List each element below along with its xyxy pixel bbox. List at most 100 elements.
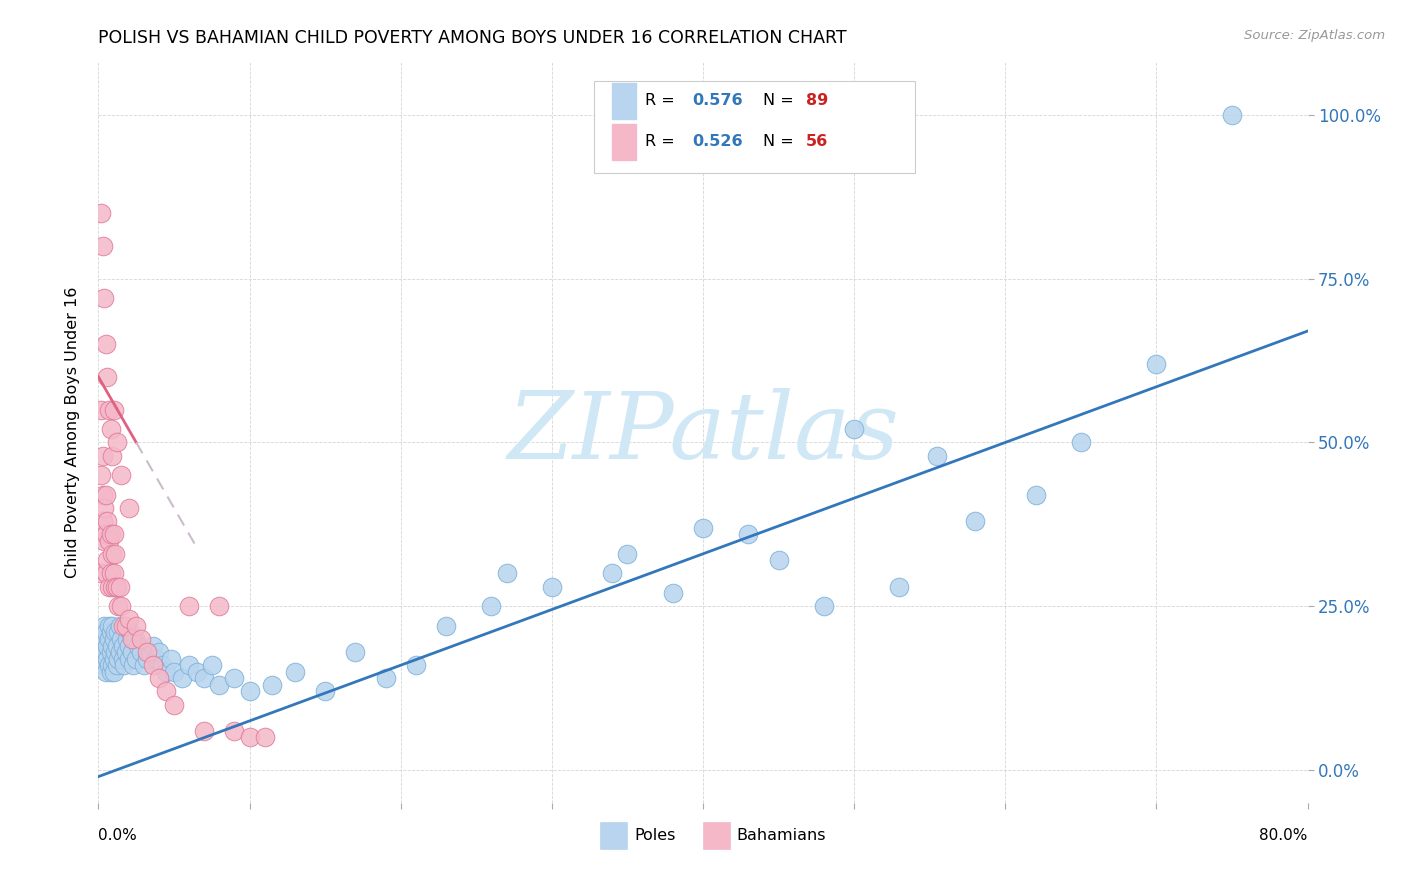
Bar — [613, 124, 637, 160]
Point — [813, 599, 835, 614]
Point — [100, 625, 122, 640]
Point — [101, 580, 124, 594]
Text: Source: ZipAtlas.com: Source: ZipAtlas.com — [1244, 29, 1385, 43]
Point — [284, 665, 307, 679]
Point — [186, 665, 208, 679]
Text: POLISH VS BAHAMIAN CHILD POVERTY AMONG BOYS UNDER 16 CORRELATION CHART: POLISH VS BAHAMIAN CHILD POVERTY AMONG B… — [98, 29, 846, 47]
Point — [139, 645, 162, 659]
Point — [93, 291, 115, 305]
Point — [661, 586, 683, 600]
Point — [239, 684, 262, 698]
Point — [100, 527, 122, 541]
Point — [142, 658, 165, 673]
Point — [201, 658, 224, 673]
Point — [96, 370, 118, 384]
Point — [105, 580, 128, 594]
Point — [93, 533, 115, 548]
Point — [90, 468, 112, 483]
Point — [89, 639, 111, 653]
Bar — [600, 822, 627, 848]
Point — [94, 665, 117, 679]
Point — [224, 671, 246, 685]
Point — [96, 514, 118, 528]
Point — [110, 468, 132, 483]
Point — [103, 566, 125, 581]
Point — [94, 527, 117, 541]
Point — [179, 658, 201, 673]
Text: 0.576: 0.576 — [692, 94, 742, 109]
Point — [91, 632, 114, 646]
Point — [104, 580, 127, 594]
Point — [132, 658, 155, 673]
Point — [98, 658, 121, 673]
Point — [112, 658, 135, 673]
Point — [927, 449, 949, 463]
Point — [108, 619, 131, 633]
Point — [107, 625, 129, 640]
Point — [100, 645, 122, 659]
Point — [145, 651, 167, 665]
Point — [108, 580, 131, 594]
Point — [179, 599, 201, 614]
Point — [103, 632, 125, 646]
Point — [118, 612, 141, 626]
FancyBboxPatch shape — [595, 81, 915, 173]
Point — [129, 645, 152, 659]
Text: ZIPatlas: ZIPatlas — [508, 388, 898, 477]
Point — [91, 514, 114, 528]
Point — [90, 206, 112, 220]
Point — [160, 651, 183, 665]
Point — [142, 639, 165, 653]
Point — [94, 488, 117, 502]
Point — [114, 645, 136, 659]
Point — [602, 566, 624, 581]
Point — [148, 671, 170, 685]
Point — [844, 422, 866, 436]
Point — [344, 645, 367, 659]
Point — [163, 698, 186, 712]
Point — [124, 632, 146, 646]
Point — [98, 632, 121, 646]
Point — [122, 658, 145, 673]
Point — [121, 645, 143, 659]
Point — [208, 599, 231, 614]
Point — [94, 645, 117, 659]
Point — [1144, 357, 1167, 371]
Point — [208, 678, 231, 692]
Y-axis label: Child Poverty Among Boys Under 16: Child Poverty Among Boys Under 16 — [65, 287, 80, 578]
Point — [239, 731, 262, 745]
Point — [193, 723, 215, 738]
Point — [314, 684, 336, 698]
Point — [96, 553, 118, 567]
Point — [101, 449, 124, 463]
Point — [1024, 488, 1046, 502]
Point — [110, 632, 132, 646]
Text: R =: R = — [645, 94, 681, 109]
Point — [90, 402, 112, 417]
Point — [101, 639, 124, 653]
Point — [94, 625, 117, 640]
Text: Poles: Poles — [634, 828, 675, 843]
Point — [108, 645, 131, 659]
Point — [692, 521, 714, 535]
Text: 56: 56 — [806, 135, 828, 149]
Point — [93, 619, 115, 633]
Point — [110, 599, 132, 614]
Point — [91, 239, 114, 253]
Point — [94, 566, 117, 581]
Point — [150, 658, 173, 673]
Point — [155, 684, 177, 698]
Point — [94, 337, 117, 351]
Point — [1070, 435, 1092, 450]
Text: 80.0%: 80.0% — [1260, 828, 1308, 843]
Point — [262, 678, 284, 692]
Point — [101, 658, 124, 673]
Point — [127, 639, 149, 653]
Point — [104, 645, 127, 659]
Point — [101, 619, 124, 633]
Point — [135, 645, 157, 659]
Point — [98, 533, 121, 548]
Point — [103, 651, 125, 665]
Point — [89, 566, 111, 581]
Point — [115, 632, 138, 646]
